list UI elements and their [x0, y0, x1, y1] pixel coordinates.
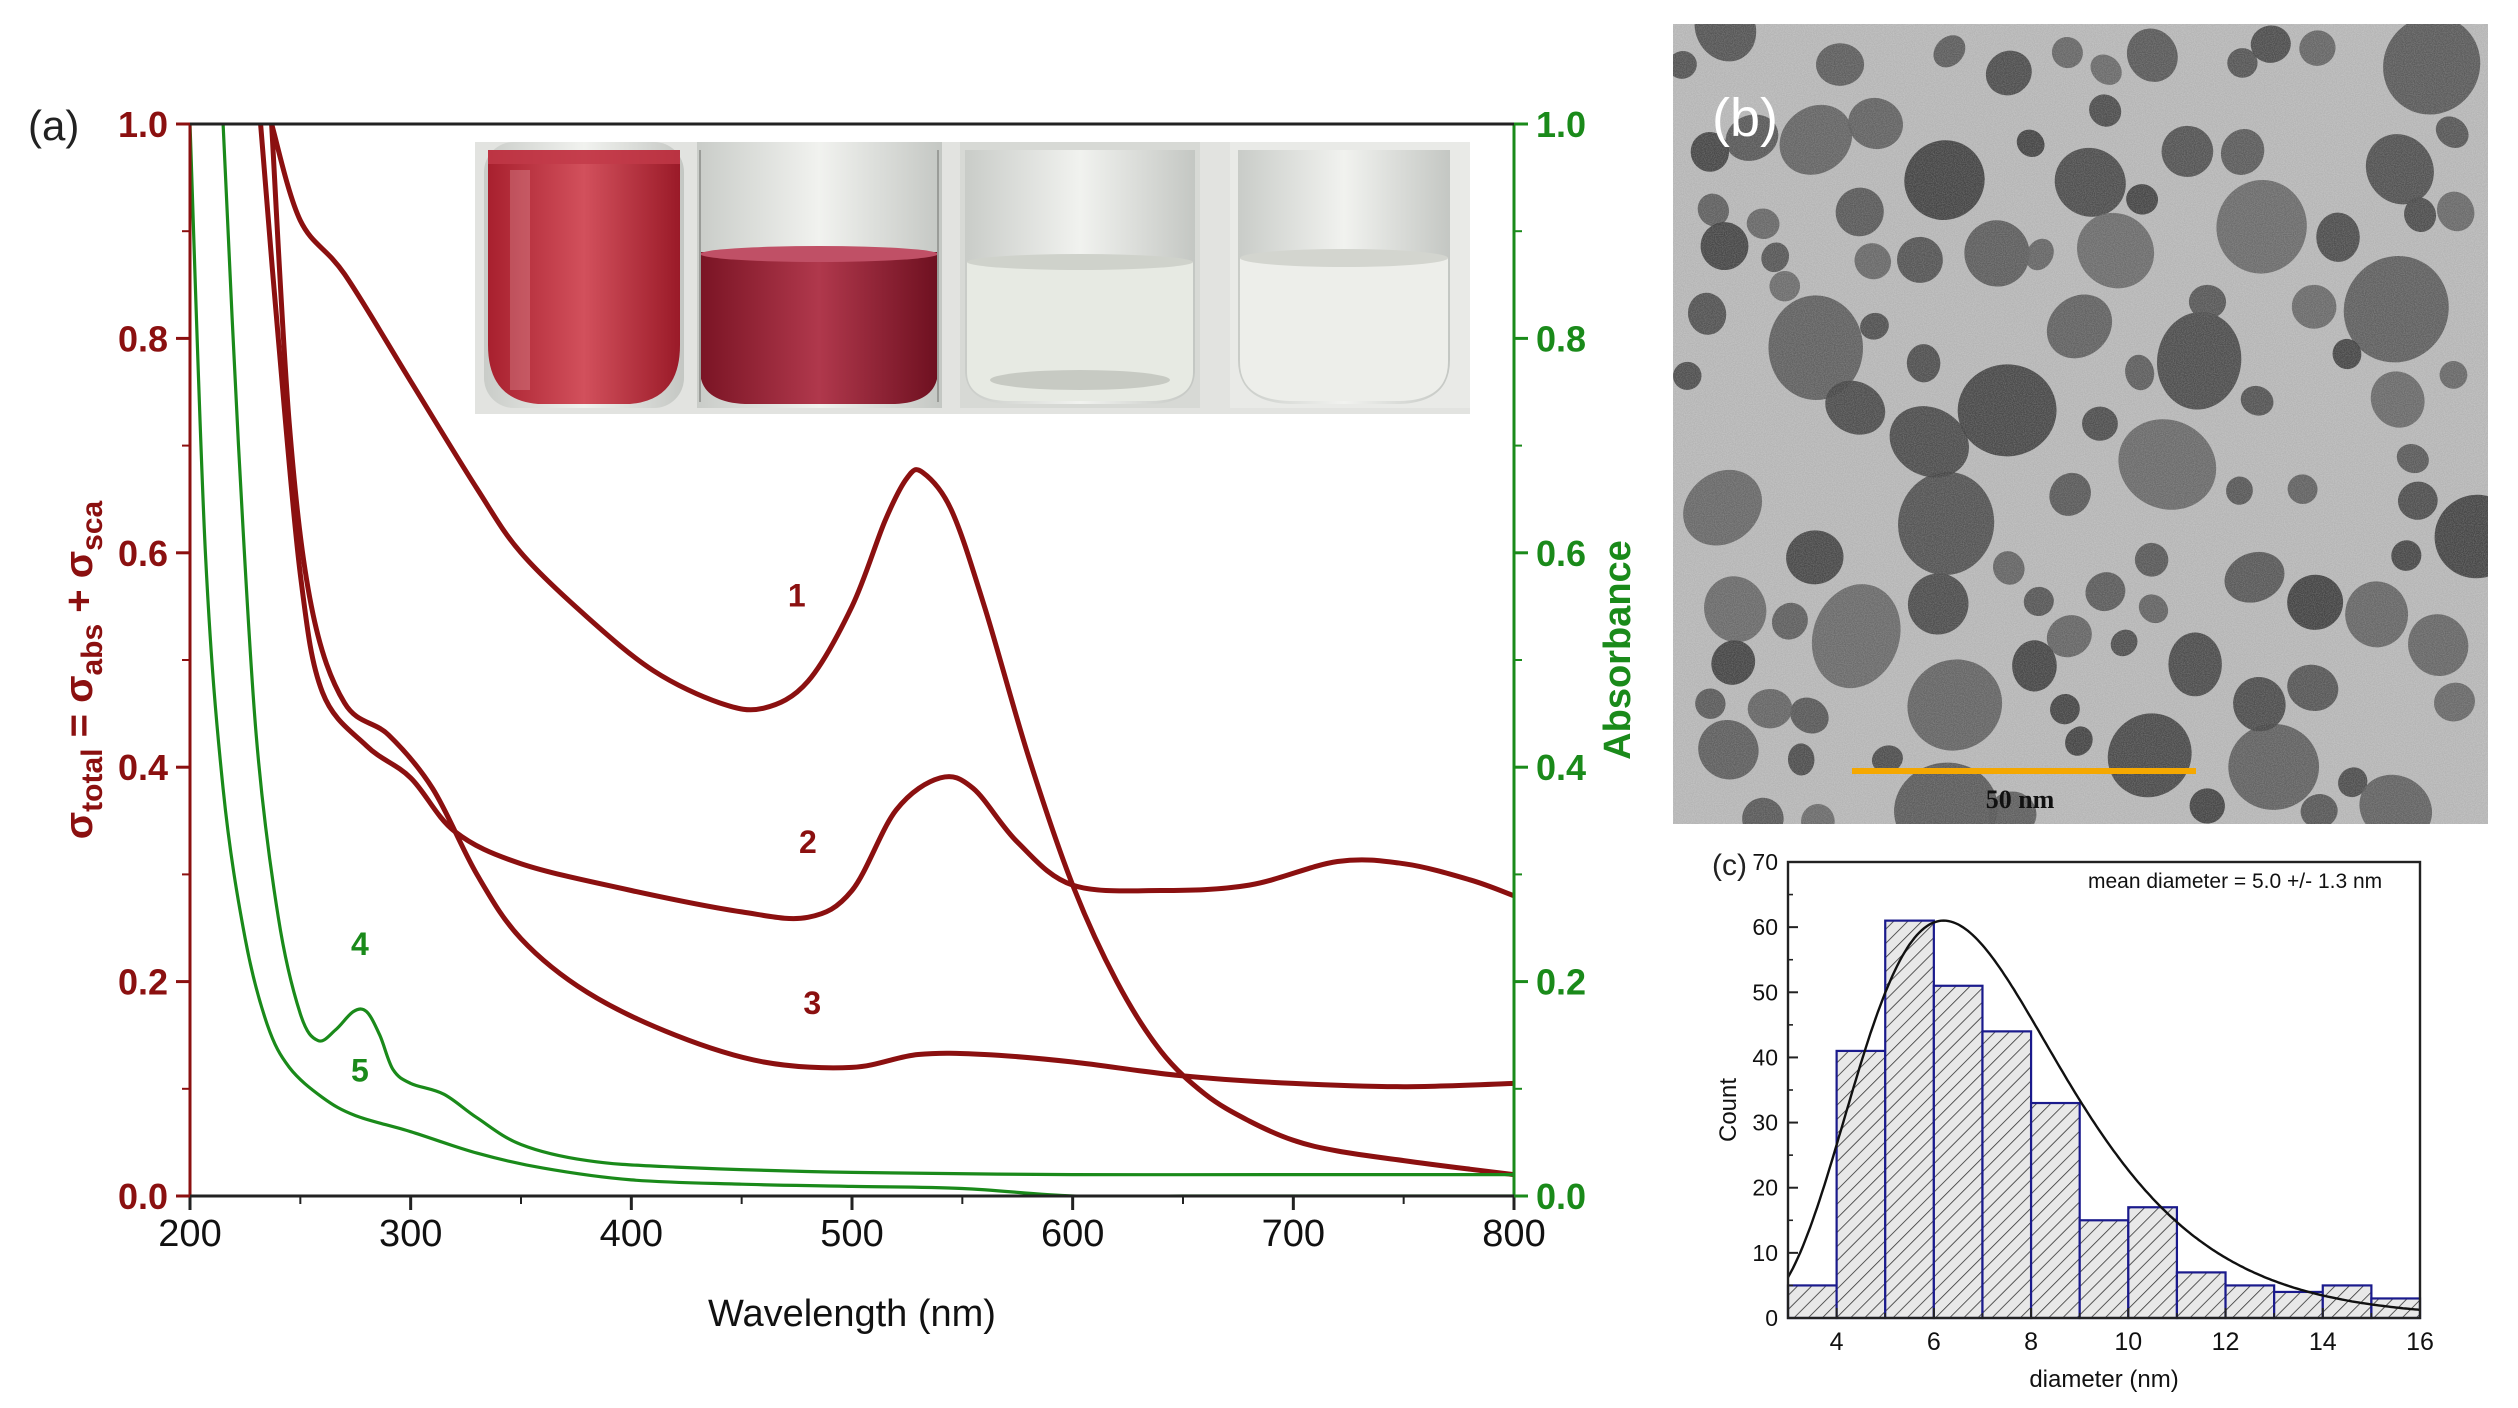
y-right-tick-label: 0.2	[1536, 962, 1586, 1003]
hist-y-tick-label: 50	[1752, 979, 1778, 1005]
vial-3	[960, 142, 1200, 408]
hist-x-tick-label: 10	[2114, 1328, 2142, 1356]
histogram-bar	[2273, 1290, 2324, 1320]
tem-image: (b) 50 nm	[1673, 24, 2488, 824]
hist-x-tick-label: 8	[2024, 1328, 2038, 1356]
lognormal-fit-curve	[1786, 919, 2421, 1312]
vial-4	[1230, 142, 1470, 408]
spectrum-curve-2	[258, 124, 1514, 922]
spectrum-curve-3	[269, 124, 1514, 1090]
tem-particles	[1673, 24, 2488, 824]
spectra-ticks: 200 300 400 500 600 700 8000.00.20.40.60.81.00…	[118, 104, 1586, 1255]
tem-grain-overlay	[1673, 24, 2488, 824]
histogram-bar	[1884, 919, 1935, 1320]
scale-bar-label: 50 nm	[1986, 785, 2055, 814]
spectrum-curve-5	[190, 124, 1514, 1196]
y-right-tick-label: 0.8	[1536, 318, 1586, 359]
y-left-tick-label: 0.0	[118, 1176, 168, 1217]
histogram-bar	[2175, 1271, 2227, 1320]
x-tick-label: 600	[1041, 1213, 1104, 1255]
histogram-bar	[1786, 1284, 1838, 1320]
spectrum-curve-1	[269, 124, 1514, 1178]
y-right-tick-label: 0.4	[1536, 747, 1586, 788]
spectrum-curve-4	[221, 124, 1514, 1177]
spectra-curves	[190, 124, 1514, 1196]
hist-y-tick-label: 20	[1752, 1175, 1778, 1201]
histogram-plot: 4 6 8 10 12 14 16 0 10 20 30 40 50 60 70 mean diameter…	[1715, 849, 2434, 1393]
hist-y-tick-label: 40	[1752, 1044, 1778, 1070]
spectra-x-axis-label: Wavelength (nm)	[708, 1293, 996, 1335]
curve-label-5: 5	[351, 1052, 369, 1088]
histogram-annotation: mean diameter = 5.0 +/- 1.3 nm	[2088, 870, 2382, 893]
y-left-tick-label: 0.4	[118, 747, 168, 788]
histogram-bar	[2224, 1284, 2276, 1320]
histogram-bars	[1786, 919, 2422, 1320]
y-right-tick-label: 0.0	[1536, 1176, 1586, 1217]
vials-photo-inset	[475, 142, 1470, 414]
y-left-tick-label: 0.8	[118, 318, 168, 359]
y-right-tick-label: 1.0	[1536, 104, 1586, 145]
svg-text:Count: Count	[1715, 1078, 1742, 1142]
hist-x-tick-label: 12	[2212, 1328, 2240, 1356]
vial-1	[484, 142, 684, 408]
histogram-bar	[2029, 1101, 2081, 1320]
curve-label-2: 2	[799, 824, 817, 860]
histogram-bar	[2321, 1284, 2373, 1320]
x-tick-label: 700	[1262, 1213, 1325, 1255]
hist-x-tick-label: 14	[2309, 1328, 2337, 1356]
hist-y-tick-label: 0	[1765, 1305, 1778, 1331]
histogram-bar	[2127, 1206, 2179, 1320]
curve-label-3: 3	[803, 985, 821, 1021]
curve-label-1: 1	[788, 577, 806, 613]
x-tick-label: 800	[1482, 1213, 1545, 1255]
y-left-tick-label: 0.6	[118, 533, 168, 574]
spectra-annotations: 1 2 3 4 5	[351, 577, 821, 1088]
svg-text:Absorbance: Absorbance	[1597, 540, 1639, 760]
spectra-plot: 200 300 400 500 600 700 8000.00.20.40.60.81.00…	[57, 104, 1639, 1335]
x-tick-label: 500	[820, 1213, 883, 1255]
y-right-tick-label: 0.6	[1536, 533, 1586, 574]
histogram-bar	[1981, 1030, 2033, 1320]
hist-x-tick-label: 6	[1927, 1328, 1941, 1356]
curve-label-4: 4	[351, 926, 369, 962]
x-tick-label: 300	[379, 1213, 442, 1255]
spectra-y-right-label: Absorbance	[1597, 540, 1639, 760]
y-left-tick-label: 1.0	[118, 104, 168, 145]
panel-c-label: (c)	[1712, 849, 1747, 882]
panel-b-label: (b)	[1712, 88, 1778, 148]
vial-2	[697, 142, 942, 408]
hist-y-tick-label: 70	[1752, 849, 1778, 875]
histogram-bar	[1835, 1049, 1887, 1320]
svg-text:σtotal = σabs + σsca: σtotal = σabs + σsca	[57, 500, 109, 839]
hist-y-tick-label: 60	[1752, 914, 1778, 940]
x-tick-label: 400	[600, 1213, 663, 1255]
histogram-bar	[2078, 1219, 2130, 1320]
hist-y-tick-label: 30	[1752, 1110, 1778, 1136]
histogram-axes: 4 6 8 10 12 14 16 0 10 20 30 40 50 60 70	[1752, 849, 2434, 1356]
histogram-y-label: Count	[1715, 1078, 1742, 1142]
panel-a-label: (a)	[28, 102, 79, 149]
hist-y-tick-label: 10	[1752, 1240, 1778, 1266]
histogram-x-label: diameter (nm)	[2029, 1366, 2178, 1393]
hist-x-tick-label: 4	[1830, 1328, 1844, 1356]
x-tick-label: 200	[158, 1213, 221, 1255]
hist-x-tick-label: 16	[2406, 1328, 2434, 1356]
y-left-tick-label: 0.2	[118, 962, 168, 1003]
spectra-y-left-label: σtotal = σabs + σsca	[57, 500, 109, 839]
histogram-bar	[1932, 984, 1984, 1320]
spectra-axes	[188, 122, 1516, 1198]
